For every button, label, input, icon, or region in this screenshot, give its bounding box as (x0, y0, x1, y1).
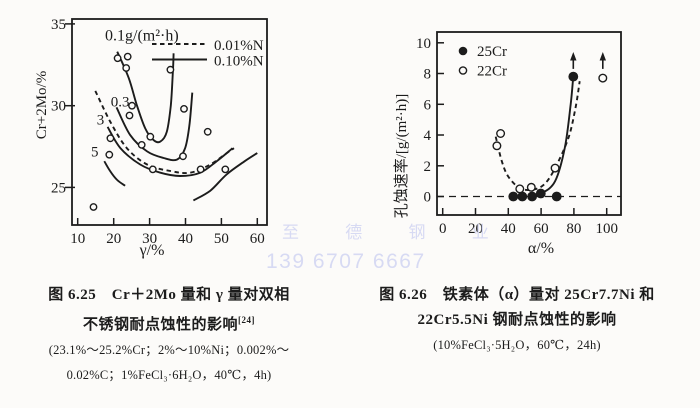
curve-contour-0.3 (115, 92, 194, 162)
data-point-experimental-points (123, 52, 132, 61)
data-point-experimental-points (128, 101, 136, 110)
y-axis-label: 孔蚀速率/[g/(m²·h)] (393, 94, 410, 218)
curve-contour-5 (103, 160, 126, 187)
caption-fig-6-25: 图 6.25 Cr＋2Mo 量和 γ 量对双相 不锈钢耐点蚀性的影响[24] (… (4, 283, 334, 388)
data-point-experimental-points (89, 203, 98, 211)
chart-fig-6-25: 10 20 30 40 50 602530350.1g/(m²·h)0.335γ/%Cr+… (34, 17, 268, 259)
data-point-25Cr (508, 191, 519, 202)
x-tick-label: 100 (595, 221, 618, 237)
data-point-22Cr (515, 184, 525, 194)
data-point-experimental-points (113, 54, 122, 63)
x-tick-label: 30 (142, 231, 157, 247)
y-tick-label: 0 (424, 190, 432, 206)
x-tick-label: 60 (250, 231, 265, 247)
data-point-25Cr (568, 71, 579, 82)
x-tick-label: 0 (439, 221, 447, 237)
curve-contour-lower-right (192, 152, 258, 202)
data-point-experimental-points (105, 150, 114, 159)
y-tick-label: 25 (51, 180, 66, 196)
caption-conditions-line-1: (10%FeCl₃·5H₂O，60℃，24h) (433, 338, 601, 352)
curve-22Cr-curve (494, 81, 581, 191)
x-axis-label: α/% (528, 240, 554, 257)
data-point-22Cr (492, 141, 502, 151)
x-tick-label: 20 (468, 221, 483, 237)
y-tick-label: 30 (51, 99, 66, 115)
x-tick-label: 80 (566, 221, 581, 237)
curve-annotation: 0.1g/(m²·h) (105, 27, 179, 44)
y-axis-label: Cr+2Mo/% (34, 71, 50, 139)
data-point-experimental-points (180, 105, 188, 113)
chart-fig-6-26: 0 20 40 60 80 100 0 2 4 6 8 10 α/% 孔蚀速率/[g/(m²·h)] 25C… (393, 31, 622, 257)
plot-frame (71, 18, 268, 226)
y-tick-label: 10 (416, 36, 431, 52)
x-tick-label: 60 (534, 221, 549, 237)
x-tick-label: 20 (106, 231, 121, 247)
caption-title-line-2: 不锈钢耐点蚀性的影响[24] (4, 308, 334, 338)
data-point-25Cr (517, 191, 528, 202)
data-point-experimental-points (221, 165, 230, 174)
data-point-22Cr (526, 182, 536, 192)
data-point-experimental-points (106, 134, 115, 143)
curve-contour-0.01N (94, 90, 235, 175)
curve-annotation: 3 (97, 113, 105, 129)
data-point-experimental-points (203, 127, 212, 136)
plot-frame (436, 31, 622, 216)
data-point-experimental-points (179, 152, 187, 161)
y-tick-label: 6 (424, 97, 432, 113)
x-axis-label: γ/% (139, 242, 165, 259)
caption-title-line-1: 图 6.26 铁素体（α）量对 25Cr7.7Ni 和 (379, 287, 655, 303)
legend-label: 25Cr (477, 44, 507, 60)
caption-fig-6-26: 图 6.26 铁素体（α）量对 25Cr7.7Ni 和 22Cr5.5Ni 钢耐… (352, 283, 682, 358)
legend-label: 0.10%N (214, 54, 264, 70)
curve-contour-3 (106, 126, 234, 177)
data-point-22Cr (496, 128, 506, 138)
legend-marker-filled (458, 46, 468, 56)
y-tick-label: 2 (424, 159, 432, 175)
citation-superscript: [24] (238, 315, 255, 325)
caption-title-text: 不锈钢耐点蚀性的影响 (82, 317, 238, 333)
caption-title-line-1: 图 6.25 Cr＋2Mo 量和 γ 量对双相 (48, 287, 290, 303)
legend-label: 22Cr (477, 64, 507, 80)
data-point-experimental-points (148, 165, 157, 174)
curve-contour-0.1 (116, 51, 175, 144)
curve-25Cr-curve (527, 79, 574, 198)
data-point-experimental-points (146, 132, 155, 141)
curve-annotation: 5 (91, 144, 99, 160)
legend-marker-open (458, 66, 468, 75)
data-point-experimental-points (137, 140, 146, 149)
arrow-up-icon (570, 52, 577, 61)
caption-title-line-2: 22Cr5.5Ni 钢耐点蚀性的影响 (417, 312, 617, 328)
legend-label: 0.01%N (214, 38, 264, 54)
data-point-experimental-points (122, 64, 131, 72)
x-tick-label: 40 (501, 221, 516, 237)
x-tick-label: 10 (70, 231, 85, 247)
x-tick-label: 50 (214, 231, 229, 247)
data-point-22Cr (598, 73, 608, 83)
data-point-experimental-points (125, 111, 134, 120)
curve-annotation: 0.3 (111, 95, 130, 111)
caption-conditions-line-2: 0.02%C；1%FeCl₃·6H₂O，40℃，4h) (66, 368, 272, 382)
data-point-experimental-points (166, 65, 175, 74)
y-tick-label: 8 (424, 67, 432, 83)
data-point-25Cr (527, 191, 538, 202)
data-point-22Cr (550, 163, 560, 173)
y-tick-label: 4 (424, 128, 432, 144)
data-point-experimental-points (196, 165, 205, 174)
caption-conditions-line-1: (23.1%～25.2%Cr；2%～10%Ni；0.002%～ (48, 343, 290, 357)
arrow-up-icon (599, 52, 606, 61)
x-tick-label: 40 (178, 231, 193, 247)
data-point-25Cr (551, 191, 562, 202)
y-tick-label: 35 (51, 17, 66, 33)
data-point-25Cr (535, 188, 546, 199)
